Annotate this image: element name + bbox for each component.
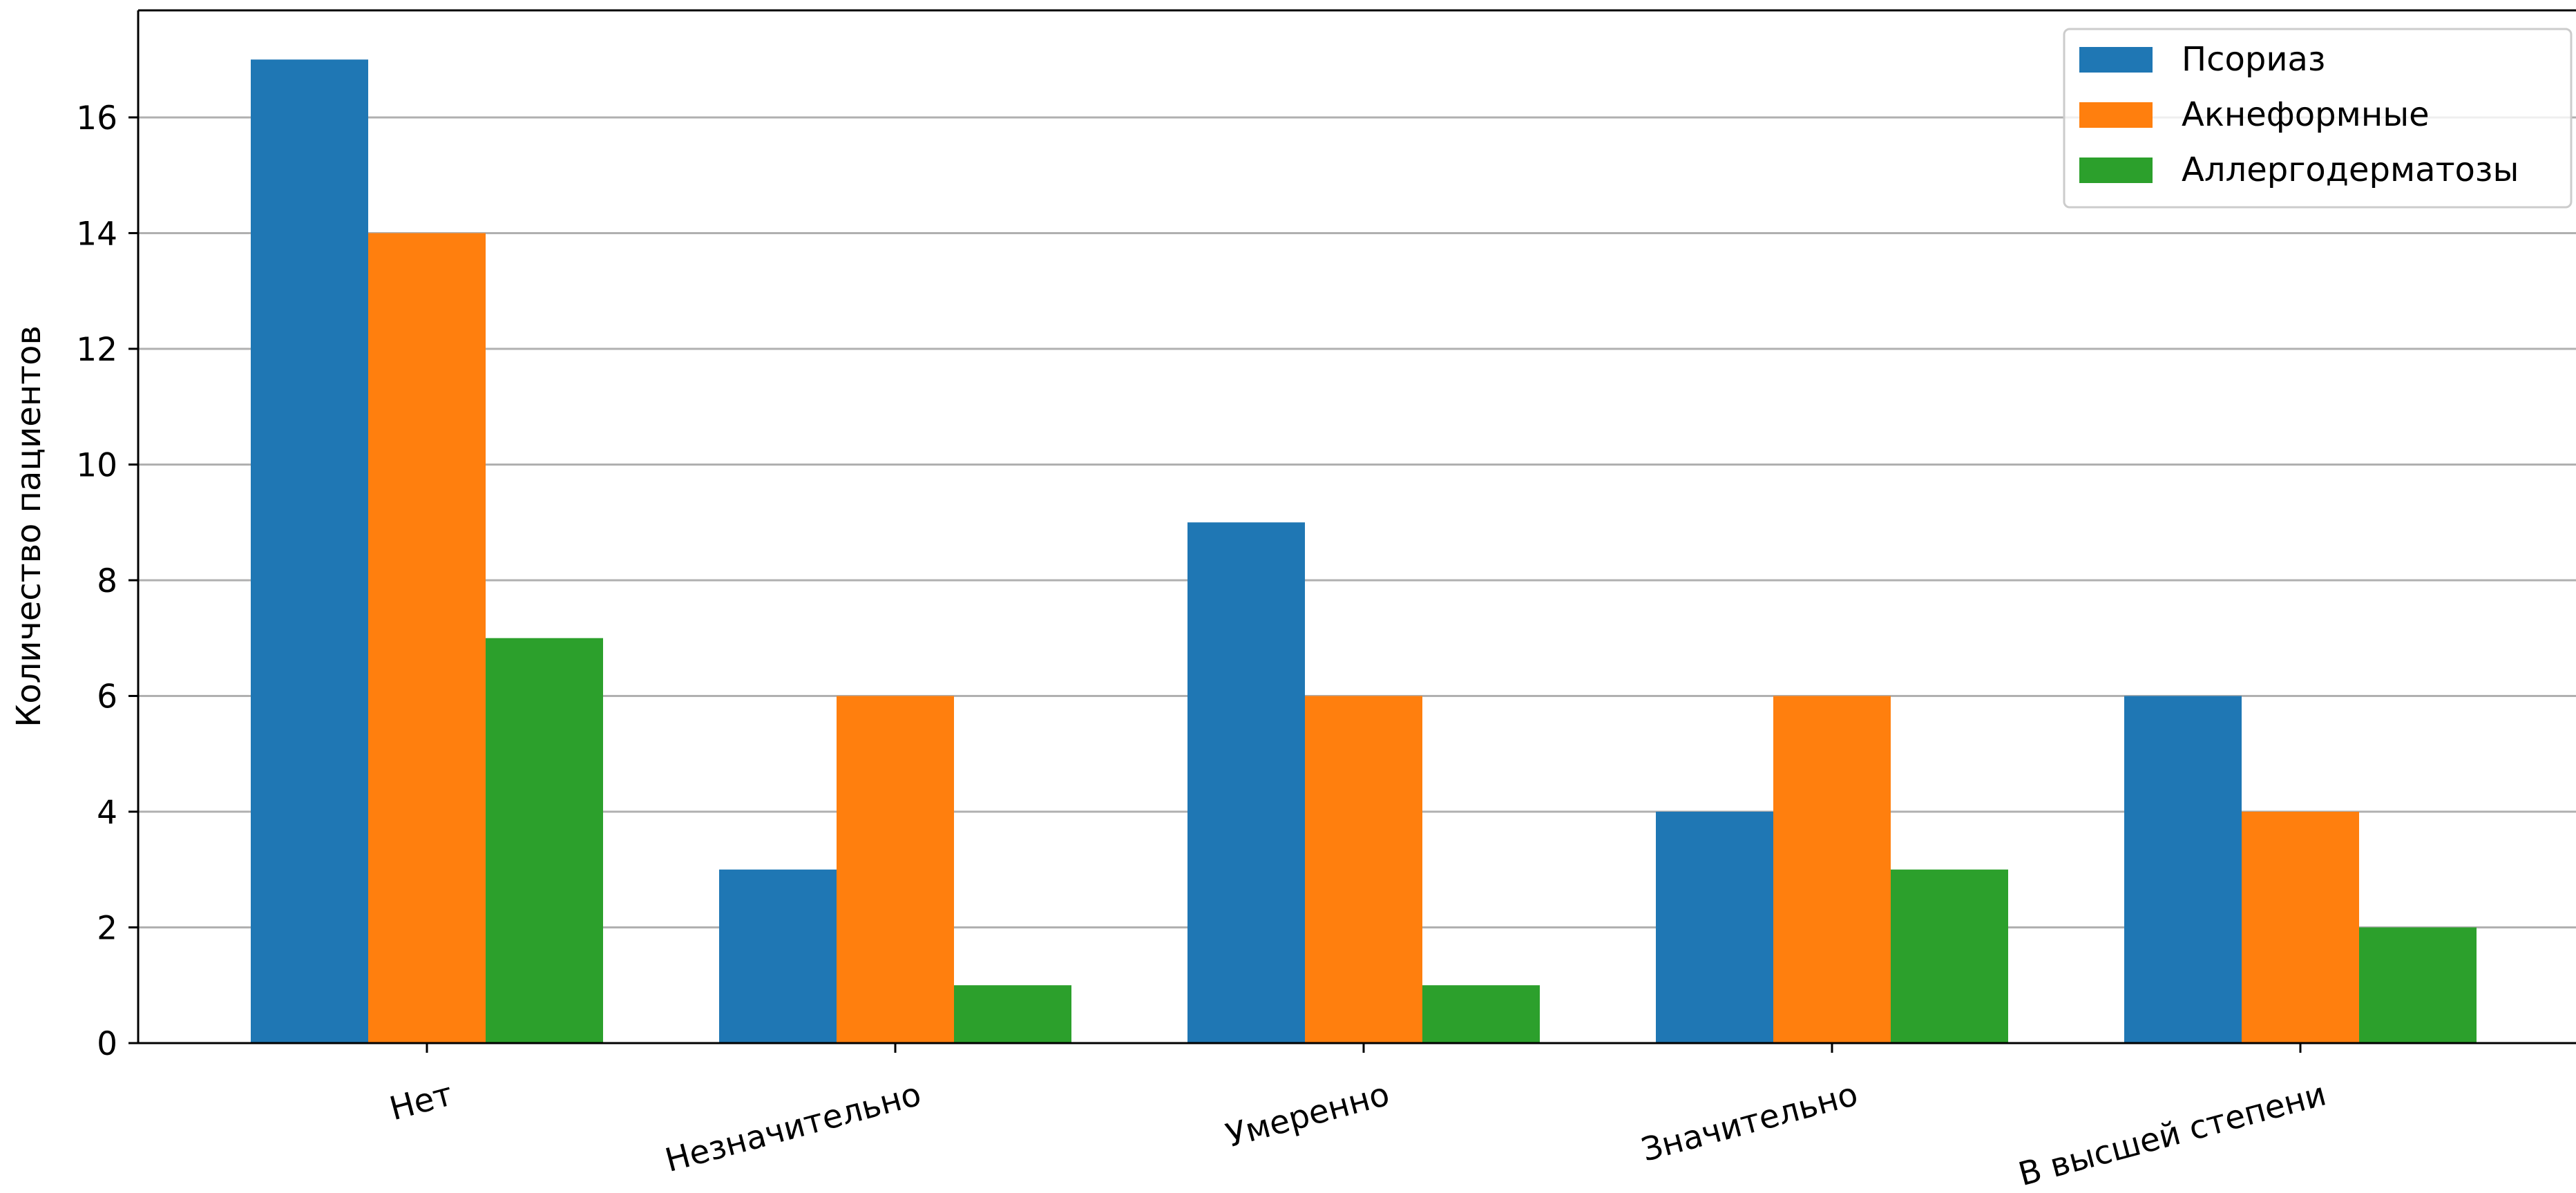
bar xyxy=(1656,811,1773,1043)
bar xyxy=(1773,696,1891,1043)
x-tick-label: Умеренно xyxy=(1222,1075,1393,1155)
legend-swatch xyxy=(2079,102,2153,128)
y-tick-label: 8 xyxy=(97,562,117,600)
legend-swatch xyxy=(2079,47,2153,73)
legend-box xyxy=(2063,28,2573,209)
bar xyxy=(954,985,1071,1043)
bars xyxy=(251,59,2477,1044)
legend-label: Акнеформные xyxy=(2182,95,2430,134)
bar xyxy=(837,696,954,1043)
bar xyxy=(1891,869,2008,1043)
bar xyxy=(368,233,486,1044)
bar xyxy=(2359,927,2477,1043)
y-tick-label: 4 xyxy=(97,794,117,832)
y-tick-label: 0 xyxy=(97,1025,117,1063)
x-tick-label: Нет xyxy=(385,1075,457,1128)
y-tick-label: 16 xyxy=(76,99,117,137)
y-tick-label: 12 xyxy=(76,331,117,369)
y-tick-label: 6 xyxy=(97,678,117,716)
bar xyxy=(486,638,603,1043)
bar xyxy=(1187,522,1305,1043)
legend-label: Псориаз xyxy=(2182,40,2325,79)
legend-label: Аллергодерматозы xyxy=(2182,151,2519,189)
bar xyxy=(1305,696,1422,1043)
y-ticks: 0 2 4 6 8 10 12 14 16 xyxy=(76,99,138,1063)
x-tick-label: Незначительно xyxy=(661,1075,925,1180)
y-tick-label: 10 xyxy=(76,446,117,484)
x-tick-label: Значительно xyxy=(1637,1075,1862,1169)
bar xyxy=(251,59,368,1044)
bar xyxy=(2242,811,2359,1043)
bar xyxy=(2124,696,2242,1043)
bar xyxy=(1422,985,1540,1043)
y-tick-label: 2 xyxy=(97,909,117,947)
legend-swatch xyxy=(2079,158,2153,183)
y-tick-label: 14 xyxy=(76,215,117,253)
y-axis-title: Количество пациентов xyxy=(10,325,48,727)
bar xyxy=(719,869,837,1043)
axes xyxy=(137,9,2576,1044)
x-ticks: Нет Незначительно Умеренно Значительно В выс… xyxy=(385,1043,2330,1193)
legend: Псориаз Акнеформные Аллергодерматозы xyxy=(2063,28,2573,209)
x-tick-label: В высшей степени xyxy=(2014,1075,2330,1193)
